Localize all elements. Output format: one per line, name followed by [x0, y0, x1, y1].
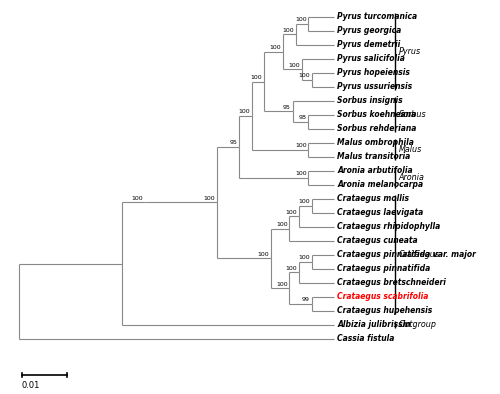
Text: Pyrus: Pyrus	[399, 47, 421, 56]
Text: Aronia: Aronia	[399, 173, 424, 182]
Text: Sorbus koehneana: Sorbus koehneana	[338, 110, 416, 119]
Text: Malus ombrophila: Malus ombrophila	[338, 138, 414, 147]
Text: 100: 100	[288, 63, 300, 68]
Text: 100: 100	[298, 255, 310, 260]
Text: Crataegus pinnatifida var. major: Crataegus pinnatifida var. major	[338, 250, 476, 259]
Text: 100: 100	[131, 196, 142, 201]
Text: Sorbus insignis: Sorbus insignis	[338, 96, 403, 105]
Text: 0.01: 0.01	[22, 381, 40, 390]
Text: Pyrus turcomanica: Pyrus turcomanica	[338, 12, 417, 21]
Text: 100: 100	[238, 109, 250, 114]
Text: 100: 100	[204, 196, 215, 201]
Text: Cassia fistula: Cassia fistula	[338, 334, 394, 343]
Text: Crataegus rhipidophylla: Crataegus rhipidophylla	[338, 222, 440, 231]
Text: Crataegus: Crataegus	[399, 250, 440, 259]
Text: 100: 100	[295, 143, 306, 149]
Text: Aronia arbutifolia: Aronia arbutifolia	[338, 166, 413, 175]
Text: Aronia melanocarpa: Aronia melanocarpa	[338, 180, 424, 189]
Text: 95: 95	[283, 105, 290, 110]
Text: 95: 95	[230, 140, 237, 145]
Text: Malus transitoria: Malus transitoria	[338, 152, 410, 161]
Text: Pyrus ussuriensis: Pyrus ussuriensis	[338, 82, 412, 91]
Text: 98: 98	[298, 115, 306, 120]
Text: 100: 100	[286, 266, 297, 271]
Text: Malus: Malus	[399, 145, 422, 154]
Text: 100: 100	[295, 17, 306, 22]
Text: Crataegus pinnatifida: Crataegus pinnatifida	[338, 264, 430, 273]
Text: 99: 99	[302, 297, 310, 302]
Text: 100: 100	[286, 210, 297, 215]
Text: Crataegus scabrifolia: Crataegus scabrifolia	[338, 292, 428, 301]
Text: Sorbus rehderiana: Sorbus rehderiana	[338, 124, 416, 133]
Text: Pyrus georgica: Pyrus georgica	[338, 26, 402, 35]
Text: Sorbus: Sorbus	[399, 110, 426, 119]
Text: Pyrus hopeiensis: Pyrus hopeiensis	[338, 68, 410, 77]
Text: 100: 100	[257, 252, 268, 257]
Text: Crataegus bretschneideri: Crataegus bretschneideri	[338, 278, 446, 287]
Text: 100: 100	[298, 73, 310, 78]
Text: 100: 100	[295, 171, 306, 177]
Text: Pyrus demetrii: Pyrus demetrii	[338, 40, 400, 49]
Text: Crataegus laevigata: Crataegus laevigata	[338, 208, 424, 217]
Text: 100: 100	[270, 45, 281, 50]
Text: 100: 100	[298, 199, 310, 204]
Text: Pyrus salicifolia: Pyrus salicifolia	[338, 54, 405, 63]
Text: Crataegus hupehensis: Crataegus hupehensis	[338, 306, 432, 315]
Text: 100: 100	[251, 75, 262, 80]
Text: Crataegus cuneata: Crataegus cuneata	[338, 236, 418, 245]
Text: Outgroup: Outgroup	[399, 320, 437, 329]
Text: Albizia julibrissin: Albizia julibrissin	[338, 320, 411, 329]
Text: 100: 100	[276, 222, 287, 227]
Text: 100: 100	[282, 28, 294, 33]
Text: 100: 100	[276, 282, 287, 286]
Text: Crataegus mollis: Crataegus mollis	[338, 194, 409, 203]
